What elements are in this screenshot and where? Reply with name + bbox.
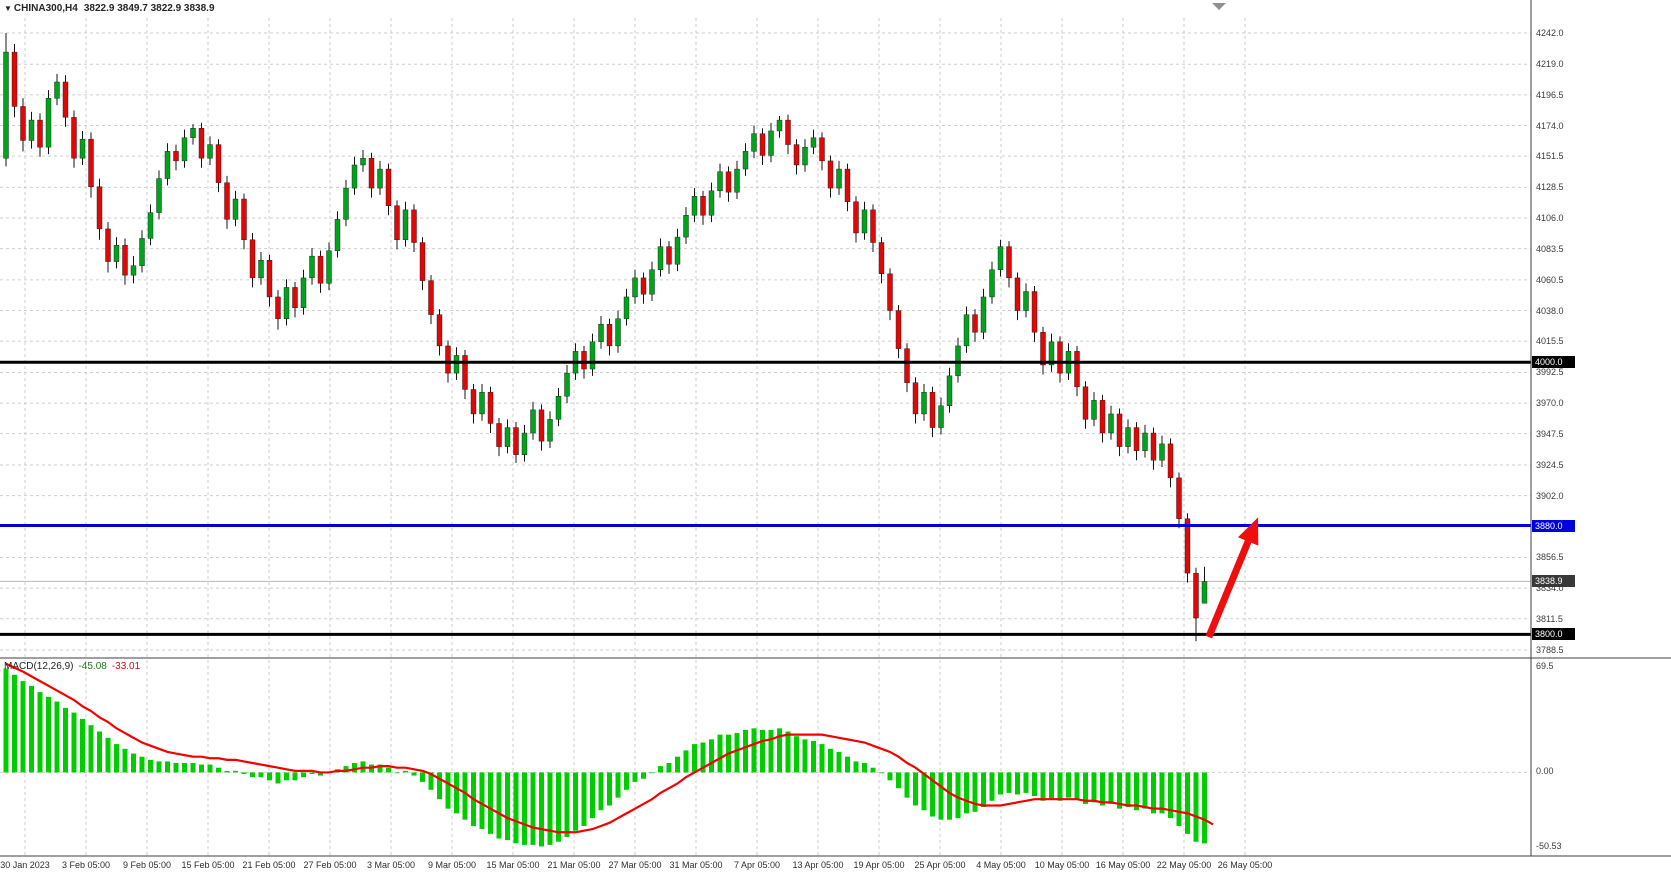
price-axis-label: 4060.5 (1536, 274, 1564, 285)
time-axis-label: 3 Feb 05:00 (61, 860, 111, 870)
macd-title-label: MACD(12,26,9) (4, 661, 74, 672)
time-axis-label: 27 Mar 05:00 (608, 860, 662, 870)
chart-shift-marker-icon[interactable] (1212, 3, 1226, 10)
candlestick-series (3, 33, 1208, 642)
time-axis-label: 19 Apr 05:00 (853, 860, 905, 870)
time-axis-label: 22 May 05:00 (1156, 860, 1212, 870)
macd-signal-value: -33.01 (111, 661, 141, 672)
time-axis-label: 13 Apr 05:00 (792, 860, 844, 870)
panel-separators (0, 0, 1671, 857)
macd-scale-max-label: 69.5 (1536, 661, 1554, 671)
time-axis-label: 3 Mar 05:00 (366, 860, 416, 870)
price-axis-label: 4151.5 (1536, 151, 1564, 162)
symbol-timeframe-label: CHINA300,H4 (13, 3, 78, 14)
time-axis-label: 10 May 05:00 (1034, 860, 1090, 870)
price-tag-3880.0: 3880.0 (1532, 519, 1575, 532)
time-axis-label: 30 Jan 2023 (0, 860, 50, 870)
time-axis-label: 7 Apr 05:00 (733, 860, 781, 870)
grid-lines (0, 18, 1531, 855)
ohlc-values-label: 3822.9 3849.7 3822.9 3838.9 (83, 3, 215, 14)
price-axis-label: 4015.5 (1536, 336, 1564, 347)
price-axis-label: 4038.0 (1536, 305, 1564, 316)
macd-indicator-label: MACD(12,26,9) -45.08 -33.01 (4, 661, 140, 672)
time-axis-label: 4 May 05:00 (976, 860, 1026, 870)
time-axis-label: 16 May 05:00 (1095, 860, 1151, 870)
time-axis-label: 31 Mar 05:00 (669, 860, 723, 870)
price-axis-label: 4242.0 (1536, 28, 1564, 38)
price-axis-label: 4174.0 (1536, 120, 1564, 131)
price-axis-label: 4106.0 (1536, 213, 1564, 224)
price-tag-3838.9: 3838.9 (1532, 575, 1575, 588)
price-tag-4000.0: 4000.0 (1532, 356, 1575, 369)
price-axis-label: 3811.5 (1536, 613, 1563, 624)
chart-header: ▼ CHINA300,H4 3822.9 3849.7 3822.9 3838.9 (4, 3, 215, 14)
time-axis-label: 21 Feb 05:00 (242, 860, 296, 870)
price-axis-label: 4219.0 (1536, 59, 1564, 70)
price-axis-label: 3970.0 (1536, 398, 1564, 409)
time-axis-label: 15 Mar 05:00 (486, 860, 540, 870)
macd-signal-line (5, 662, 1214, 834)
symbol-marker-icon: ▼ (4, 4, 12, 13)
time-axis-label: 9 Mar 05:00 (427, 860, 477, 870)
price-axis-label: 4196.5 (1536, 89, 1564, 100)
price-tag-3800.0: 3800.0 (1532, 628, 1575, 641)
price-axis-label: 4083.5 (1536, 243, 1564, 254)
time-axis-label: 9 Feb 05:00 (122, 860, 172, 870)
price-axis-label: 3856.5 (1536, 552, 1564, 563)
price-axis-label: 3924.5 (1536, 459, 1564, 470)
time-axis-label: 26 May 05:00 (1217, 860, 1273, 870)
time-axis-label: 15 Feb 05:00 (181, 860, 235, 870)
time-axis-label: 21 Mar 05:00 (547, 860, 601, 870)
macd-main-value: -45.08 (78, 661, 107, 672)
trend-arrow[interactable] (1205, 517, 1259, 639)
time-axis-label: 25 Apr 05:00 (914, 860, 966, 870)
price-axis-label: 3834.0 (1536, 583, 1564, 594)
price-axis-label: 3947.5 (1536, 428, 1564, 439)
macd-scale-min-label: -50.53 (1536, 841, 1562, 851)
price-axis-label: 3788.5 (1536, 645, 1564, 655)
price-axis-label: 3992.5 (1536, 367, 1564, 378)
macd-histogram (3, 668, 1207, 847)
price-axis-label: 4128.5 (1536, 182, 1564, 193)
macd-scale-zero-label: 0.00 (1536, 766, 1554, 776)
time-axis-label: 27 Feb 05:00 (303, 860, 357, 870)
price-axis-label: 3902.0 (1536, 490, 1564, 501)
